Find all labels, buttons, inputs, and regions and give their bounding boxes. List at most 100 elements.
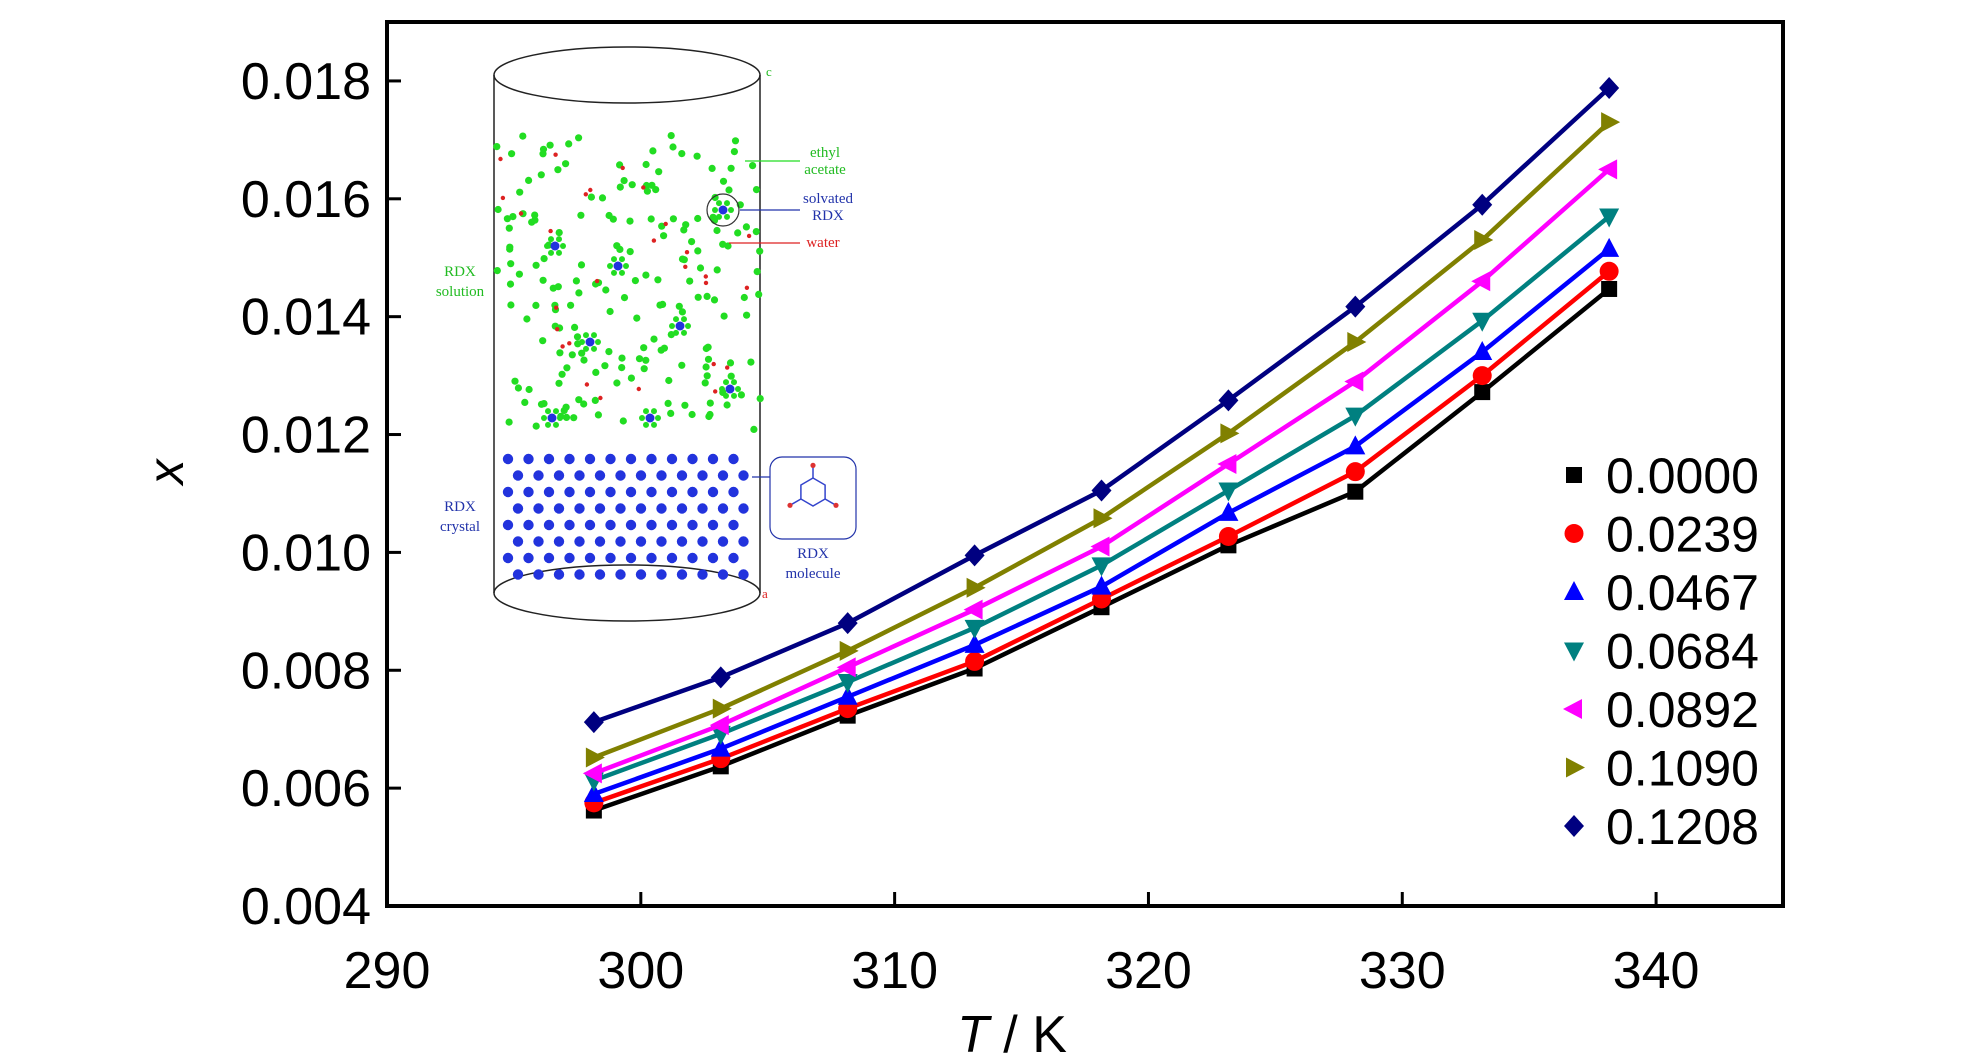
rdx-crystal-molecule <box>728 486 739 498</box>
data-point <box>1344 371 1364 392</box>
solvent-molecule <box>580 400 588 408</box>
solvation-shell <box>553 408 559 415</box>
rdx-crystal-molecule <box>605 486 616 498</box>
y-tick-label: 0.008 <box>241 642 371 700</box>
rdx-crystal-molecule <box>615 569 626 580</box>
solvent-molecule <box>701 379 709 387</box>
solvent-molecule <box>620 177 628 185</box>
solvent-molecule <box>587 193 596 201</box>
solvent-molecule <box>681 401 689 409</box>
solvent-molecule <box>742 223 751 231</box>
rdx-crystal-molecule <box>533 569 544 580</box>
data-point <box>1218 482 1239 502</box>
solution-label-1: RDX <box>444 264 476 280</box>
water-molecule <box>683 264 688 269</box>
data-point <box>964 544 985 567</box>
solvent-molecule <box>665 376 673 385</box>
molecule-oxygen <box>833 502 839 508</box>
rdx-crystal-molecule <box>717 503 729 514</box>
rdx-crystal-molecule <box>646 453 657 465</box>
solvent-molecule <box>703 292 711 300</box>
data-point <box>1601 112 1621 133</box>
solvent-molecule <box>507 301 515 309</box>
solvent-molecule <box>575 134 583 142</box>
solvation-shell <box>541 415 547 421</box>
solvent-molecule <box>580 356 588 364</box>
solvent-molecule <box>605 211 613 220</box>
molecule-oxygen <box>810 462 816 468</box>
solvated-rdx <box>613 261 623 271</box>
solvation-shell <box>611 256 617 263</box>
data-point <box>1218 389 1239 412</box>
solvent-molecule <box>531 211 539 219</box>
y-tick-label: 0.004 <box>241 878 371 936</box>
crystal-label-2: crystal <box>440 519 480 535</box>
x-tick-label: 290 <box>344 942 431 1000</box>
water-molecule <box>567 341 572 346</box>
rdx-crystal-molecule <box>594 470 606 481</box>
solvent-molecule <box>743 311 751 319</box>
data-point <box>710 737 731 757</box>
solvent-molecule <box>640 365 648 373</box>
solvent-molecule <box>511 377 519 385</box>
solvent-molecule <box>678 150 686 158</box>
solvent-molecule <box>664 399 672 407</box>
water-molecule <box>620 165 625 171</box>
rdx-crystal-molecule <box>574 569 585 580</box>
water-molecule <box>744 285 750 290</box>
rdx-crystal-molecule <box>738 569 749 580</box>
data-point <box>1090 536 1110 557</box>
solvent-molecule <box>708 164 716 172</box>
solvent-molecule <box>633 314 641 322</box>
series-layer <box>582 77 1621 819</box>
solvation-shell <box>548 249 554 256</box>
rdx-crystal-molecule <box>646 552 657 564</box>
rdx-crystal-molecule <box>523 519 534 531</box>
solvent-molecule <box>752 228 760 236</box>
solvent-molecule <box>506 243 514 251</box>
legend-label: 0.1090 <box>1606 741 1759 797</box>
solvent-molecule <box>509 213 517 221</box>
solvent-molecule <box>704 343 712 351</box>
solvent-molecule <box>730 148 739 156</box>
water-label: water <box>806 235 839 251</box>
solvation-shell <box>681 329 687 336</box>
solvent-molecule <box>532 261 540 269</box>
rdx-crystal-molecule <box>543 453 555 465</box>
series-0.0467 <box>583 237 1620 803</box>
solvent-molecule <box>521 398 529 406</box>
water-molecule <box>703 274 708 279</box>
x-axis-label-unit: / K <box>989 1006 1067 1063</box>
solvent-molecule <box>591 396 599 404</box>
rdx-crystal-molecule <box>564 519 575 531</box>
solvent-molecule <box>506 280 515 288</box>
rdx-crystal-molecule <box>615 470 626 481</box>
y-tick-label: 0.006 <box>241 760 371 818</box>
rdx-crystal-molecule <box>656 503 667 514</box>
rdx-crystal-molecule <box>615 536 626 547</box>
solvent-molecule <box>577 261 586 269</box>
rdx-crystal-molecule <box>625 552 637 564</box>
solvent-molecule <box>737 391 746 399</box>
rdx-crystal-molecule <box>594 536 606 547</box>
inset-rdx-crystal <box>502 453 749 580</box>
solvent-molecule <box>710 296 719 304</box>
x-tick-label: 320 <box>1105 942 1192 1000</box>
water-molecule <box>746 233 752 239</box>
rdx-crystal-molecule <box>635 503 647 514</box>
solvation-shell <box>556 249 562 256</box>
solvation-shell <box>643 408 649 415</box>
data-point <box>1345 435 1366 455</box>
data-point <box>582 763 602 784</box>
rdx-crystal-molecule <box>523 486 534 498</box>
solvent-molecule <box>507 260 515 268</box>
solvent-molecule <box>575 289 583 297</box>
solvation-shell <box>669 323 675 329</box>
data-point <box>583 783 604 803</box>
data-point <box>1345 295 1366 318</box>
data-point <box>1474 230 1494 251</box>
solvent-molecule <box>660 232 668 240</box>
solvent-molecule <box>657 346 665 354</box>
rdx-crystal-molecule <box>502 453 514 465</box>
solvation-shell <box>544 243 550 249</box>
